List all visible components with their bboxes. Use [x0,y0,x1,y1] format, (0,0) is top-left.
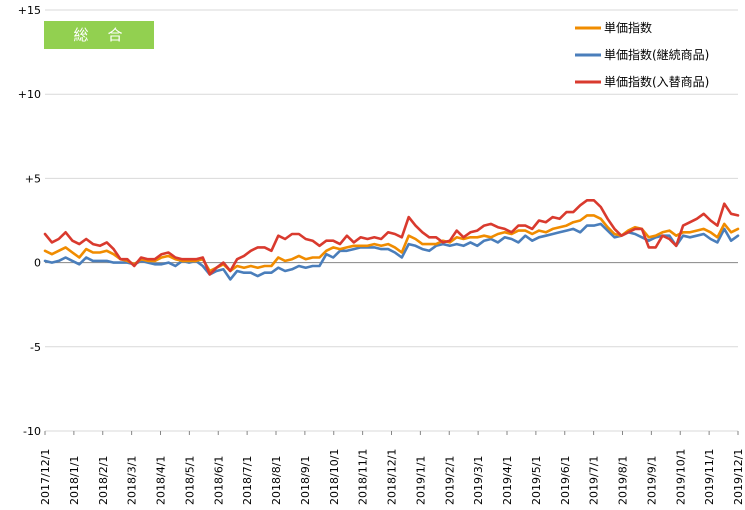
legend-label: 単価指数(入替商品) [604,74,709,89]
y-tick-label: -10 [23,425,41,438]
x-tick-label: 2018/9/1 [299,456,312,505]
y-tick-label: -5 [30,341,41,354]
x-tick-label: 2019/4/1 [501,456,514,505]
x-tick-label: 2018/12/1 [386,449,399,505]
category-badge: 総 合 [44,21,154,49]
legend-label: 単価指数(継続商品) [604,47,709,62]
x-tick-label: 2018/10/1 [328,449,341,505]
x-tick-label: 2019/3/1 [472,456,485,505]
y-tick-label: 0 [34,257,41,270]
legend-label: 単価指数 [604,20,652,35]
x-tick-label: 2019/10/1 [674,449,687,505]
x-tick-label: 2018/4/1 [155,456,168,505]
y-tick-label: +5 [25,172,41,185]
x-tick-label: 2019/5/1 [530,456,543,505]
y-tick-label: +15 [18,4,41,17]
x-tick-label: 2019/9/1 [645,456,658,505]
x-tick-label: 2018/3/1 [126,456,139,505]
x-tick-label: 2019/7/1 [588,456,601,505]
x-tick-label: 2018/11/1 [357,449,370,505]
x-tick-label: 2019/6/1 [559,456,572,505]
x-tick-label: 2019/11/1 [703,449,716,505]
y-tick-label: +10 [18,88,41,101]
grid [45,9,738,432]
x-tick-label: 2019/12/1 [732,449,745,505]
category-badge-background [44,21,154,49]
x-tick-label: 2018/5/1 [183,456,196,505]
axes: -10 -5 0 +5 +10 +15 2017/12/1 2018/1/1 2018/2/1 2… [18,4,745,505]
series [43,199,740,281]
x-tick-label: 2018/8/1 [270,456,283,505]
x-tick-label: 2018/2/1 [97,456,110,505]
x-tick-label: 2019/8/1 [617,456,630,505]
x-tick-label: 2018/1/1 [68,456,81,505]
x-tick-label: 2017/12/1 [39,449,52,505]
x-tick-label: 2018/7/1 [241,456,254,505]
category-badge-label: 総 合 [73,26,124,44]
x-tick-label: 2019/1/1 [414,456,427,505]
series-line-3 [43,199,740,276]
x-tick-label: 2019/2/1 [443,456,456,505]
x-tick-label: 2018/6/1 [212,456,225,505]
